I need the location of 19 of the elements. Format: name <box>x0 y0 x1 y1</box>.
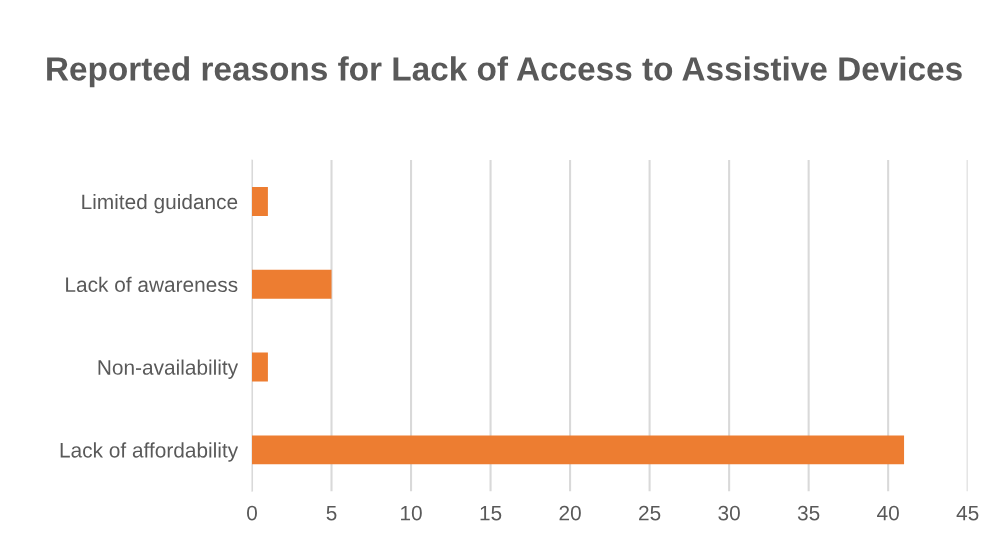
x-tick-label: 15 <box>480 505 502 521</box>
x-tick-label: 0 <box>247 505 257 521</box>
bar <box>252 435 905 465</box>
bar <box>252 352 268 382</box>
y-tick-label: Limited guidance <box>82 193 238 214</box>
x-tick-label: 30 <box>718 505 740 521</box>
bar <box>252 269 332 299</box>
y-tick-label: Lack of awareness <box>66 276 238 293</box>
x-tick-label: 20 <box>559 505 581 521</box>
bar <box>252 186 268 216</box>
y-tick-label: Lack of affordability <box>60 442 239 462</box>
x-tick-label: 5 <box>326 505 337 521</box>
x-tick-label: 10 <box>401 505 422 521</box>
x-tick-label: 40 <box>877 505 899 521</box>
x-tick-label: 35 <box>797 505 820 521</box>
chart-title: Reported reasons for Lack of Access to Assistive Devices <box>47 56 962 88</box>
x-tick-label: 25 <box>639 505 661 521</box>
x-tick-label: 45 <box>956 505 979 521</box>
y-tick-label: Non-availability <box>98 359 239 379</box>
